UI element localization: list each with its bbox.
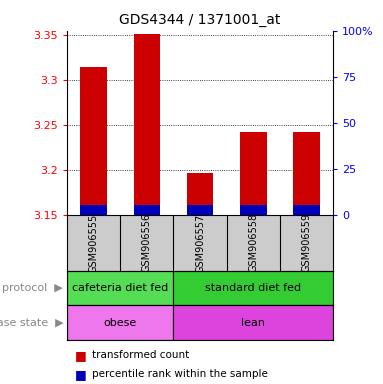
Bar [240,132,267,215]
Bar [293,132,320,215]
Text: cafeteria diet fed: cafeteria diet fed [72,283,169,293]
Text: GSM906559: GSM906559 [301,214,312,272]
Text: GSM906557: GSM906557 [195,213,205,273]
Bar [134,34,160,215]
Text: ■: ■ [75,349,87,362]
Text: protocol  ▶: protocol ▶ [2,283,63,293]
Text: GSM906555: GSM906555 [88,213,99,273]
Text: percentile rank within the sample: percentile rank within the sample [92,369,268,379]
Bar [187,173,213,215]
Bar [173,305,333,340]
Bar [173,271,333,305]
Bar [240,205,267,215]
Bar [187,205,213,215]
Bar [67,271,173,305]
Text: GSM906558: GSM906558 [248,214,259,272]
Bar [293,205,320,215]
Text: transformed count: transformed count [92,350,189,360]
Text: ■: ■ [75,368,87,381]
Text: obese: obese [104,318,137,328]
Title: GDS4344 / 1371001_at: GDS4344 / 1371001_at [119,13,281,27]
Text: disease state  ▶: disease state ▶ [0,318,63,328]
Text: GSM906556: GSM906556 [142,214,152,272]
Text: standard diet fed: standard diet fed [205,283,301,293]
Bar [134,205,160,215]
Bar [80,205,107,215]
Bar [80,67,107,215]
Bar [67,305,173,340]
Text: lean: lean [241,318,265,328]
